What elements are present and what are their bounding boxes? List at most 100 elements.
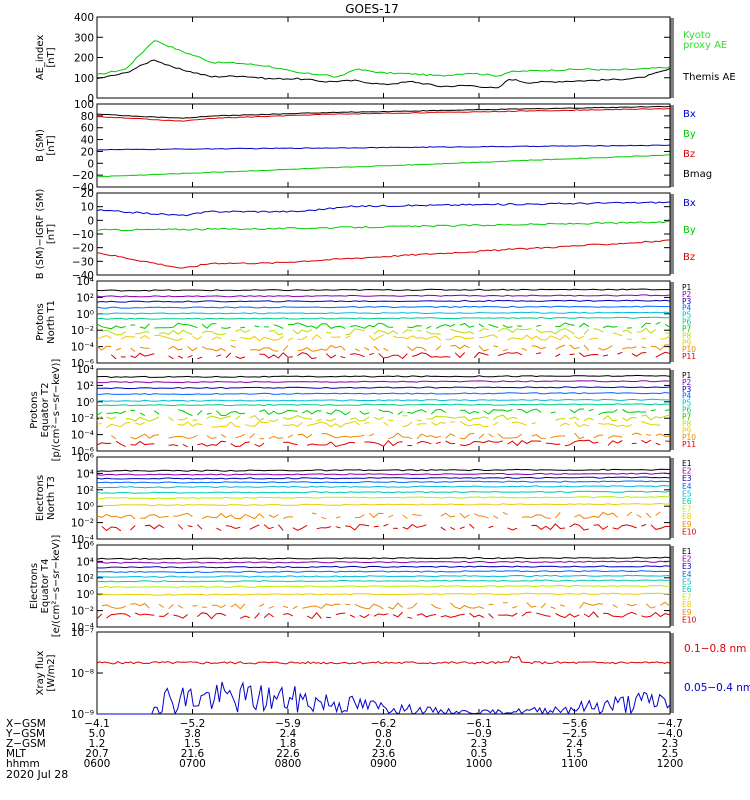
legend-label: Bz [683, 149, 695, 160]
channel-line-e7 [96, 495, 671, 500]
x-cell-value: 0800 [275, 758, 302, 770]
channel-label: E4 [682, 570, 692, 579]
legend-label: Bx [683, 198, 696, 209]
x-cell-value: 0900 [370, 758, 397, 770]
x-cell-value: 20.7 [85, 748, 108, 760]
channel-label: E5 [682, 489, 692, 498]
panel-frame [96, 16, 671, 99]
panel-xray: 10⁻⁷ 10⁻⁸ 10⁻⁹ Xray flux [W/m2] 0.1−0.8 nm 0.0… [35, 627, 750, 721]
y-axis-label: [p/(cm²−s−sr−keV)] [51, 359, 62, 462]
y-tick-label: 10⁰ [76, 309, 94, 321]
series-line-kyoto-proxy-ae [96, 40, 671, 78]
plot-title: GOES-17 [345, 2, 399, 16]
y-tick-label: 10⁴ [76, 364, 94, 376]
channel-line-e7 [96, 584, 671, 589]
x-row-label: hhmm [6, 758, 40, 770]
y-tick-label: 10⁻⁴ [71, 622, 94, 634]
y-tick-label: 10⁻⁴ [71, 534, 94, 546]
y-tick-label: 40 [81, 135, 94, 147]
y-tick-label: 200 [74, 53, 94, 65]
legend-label: By [683, 129, 696, 140]
x-cell-value: 0.5 [471, 748, 488, 760]
y-tick-label: 10⁻² [71, 325, 94, 337]
y-tick-label: 10⁰ [76, 589, 94, 601]
y-tick-label: 10⁻⁷ [71, 627, 94, 639]
channel-label: P3 [682, 385, 692, 394]
y-tick-label: 10⁻⁴ [71, 342, 94, 354]
y-tick-label: 10² [76, 380, 94, 392]
y-tick-label: 20 [81, 188, 94, 200]
y-tick-label: 10⁻⁴ [71, 430, 94, 442]
y-tick-label: 10⁰ [76, 397, 94, 409]
channel-label: P5 [682, 399, 692, 408]
x-cell-value: 2.3 [662, 738, 679, 750]
y-axis-label: Xray flux [35, 651, 46, 696]
channel-label: E6 [682, 585, 692, 594]
channel-label: P1 [682, 283, 692, 292]
channel-line-p10 [96, 344, 671, 352]
x-cell-value: 3.8 [184, 728, 201, 740]
channel-line-e6 [96, 490, 671, 494]
channel-label: P10 [682, 433, 696, 442]
xray-line-short [96, 655, 671, 665]
x-row-label: Z−GSM [6, 738, 46, 750]
channel-label: P8 [682, 331, 692, 340]
channel-label: E8 [682, 600, 692, 609]
x-cell-value: 5.0 [89, 728, 106, 740]
x-cell-value: −4.7 [657, 718, 683, 730]
channel-line-p5 [96, 398, 671, 402]
x-cell-value: −5.2 [180, 718, 206, 730]
legend-label: Bz [683, 252, 695, 263]
channel-line-e2 [96, 560, 671, 564]
channel-label: P11 [682, 440, 696, 449]
channel-line-e2 [96, 472, 671, 476]
channel-label: P10 [682, 345, 696, 354]
y-axis-label: Protons [29, 391, 40, 428]
channel-label: E5 [682, 577, 692, 586]
y-axis-label: Equator T4 [40, 559, 51, 614]
legend-label: Bmag [683, 169, 712, 180]
series-line-bx [96, 201, 671, 217]
channel-line-e4 [96, 570, 670, 574]
y-tick-label: 10⁻² [71, 606, 94, 618]
x-cell-value: −2.5 [562, 728, 588, 740]
y-tick-label: 10⁰ [76, 501, 94, 513]
legend-label: Kyoto [683, 30, 711, 41]
channel-line-e8 [96, 592, 671, 596]
series-line-bz [96, 239, 671, 269]
y-axis-label: North T3 [46, 476, 57, 520]
y-tick-label: 10² [76, 292, 94, 304]
x-cell-value: −6.1 [466, 718, 492, 730]
y-tick-label: 300 [74, 32, 94, 44]
y-tick-label: 0 [87, 215, 94, 227]
y-tick-label: 0 [87, 158, 94, 170]
y-axis-label: [nT] [46, 224, 57, 244]
y-axis-label: AE_index [35, 35, 46, 81]
y-tick-label: −40 [72, 270, 94, 282]
channel-label: E8 [682, 512, 692, 521]
y-tick-label: 10⁻⁶ [71, 358, 94, 370]
series-line-themis-ae [96, 59, 671, 89]
channel-label: E4 [682, 482, 692, 491]
x-cell-value: 1.5 [184, 738, 201, 750]
panel-bsmigrf: 20 100 −10 −20−30 −40 B (SM)−IGRF (SM) [nT] Bx B… [35, 188, 696, 282]
channel-label: P2 [682, 378, 692, 387]
legend-label: Themis AE [682, 72, 736, 83]
channel-line-p8 [101, 327, 671, 336]
y-axis-label: B (SM)−IGRF (SM) [35, 189, 46, 280]
x-cell-value: 2.0 [375, 738, 392, 750]
channel-line-p1 [96, 288, 671, 292]
x-cell-value: 1000 [466, 758, 493, 770]
y-tick-label: 10⁴ [76, 468, 94, 480]
panel-pnorth: 10⁴ 10² 10⁰ 10⁻² 10⁻⁴ 10⁻⁶ Protons North T1 P1P2… [35, 276, 696, 370]
y-axis-label: [W/m2] [46, 654, 57, 691]
y-tick-label: −40 [72, 182, 94, 194]
channel-line-e3 [96, 476, 671, 480]
legend-label: proxy AE [683, 40, 727, 51]
channel-label: E2 [682, 467, 692, 476]
panel-eeq: 10⁶ 10⁴ 10² 10⁰ 10⁻² 10⁻⁴ Electrons Equator T4[… [29, 535, 697, 638]
channel-label: P2 [682, 290, 692, 299]
